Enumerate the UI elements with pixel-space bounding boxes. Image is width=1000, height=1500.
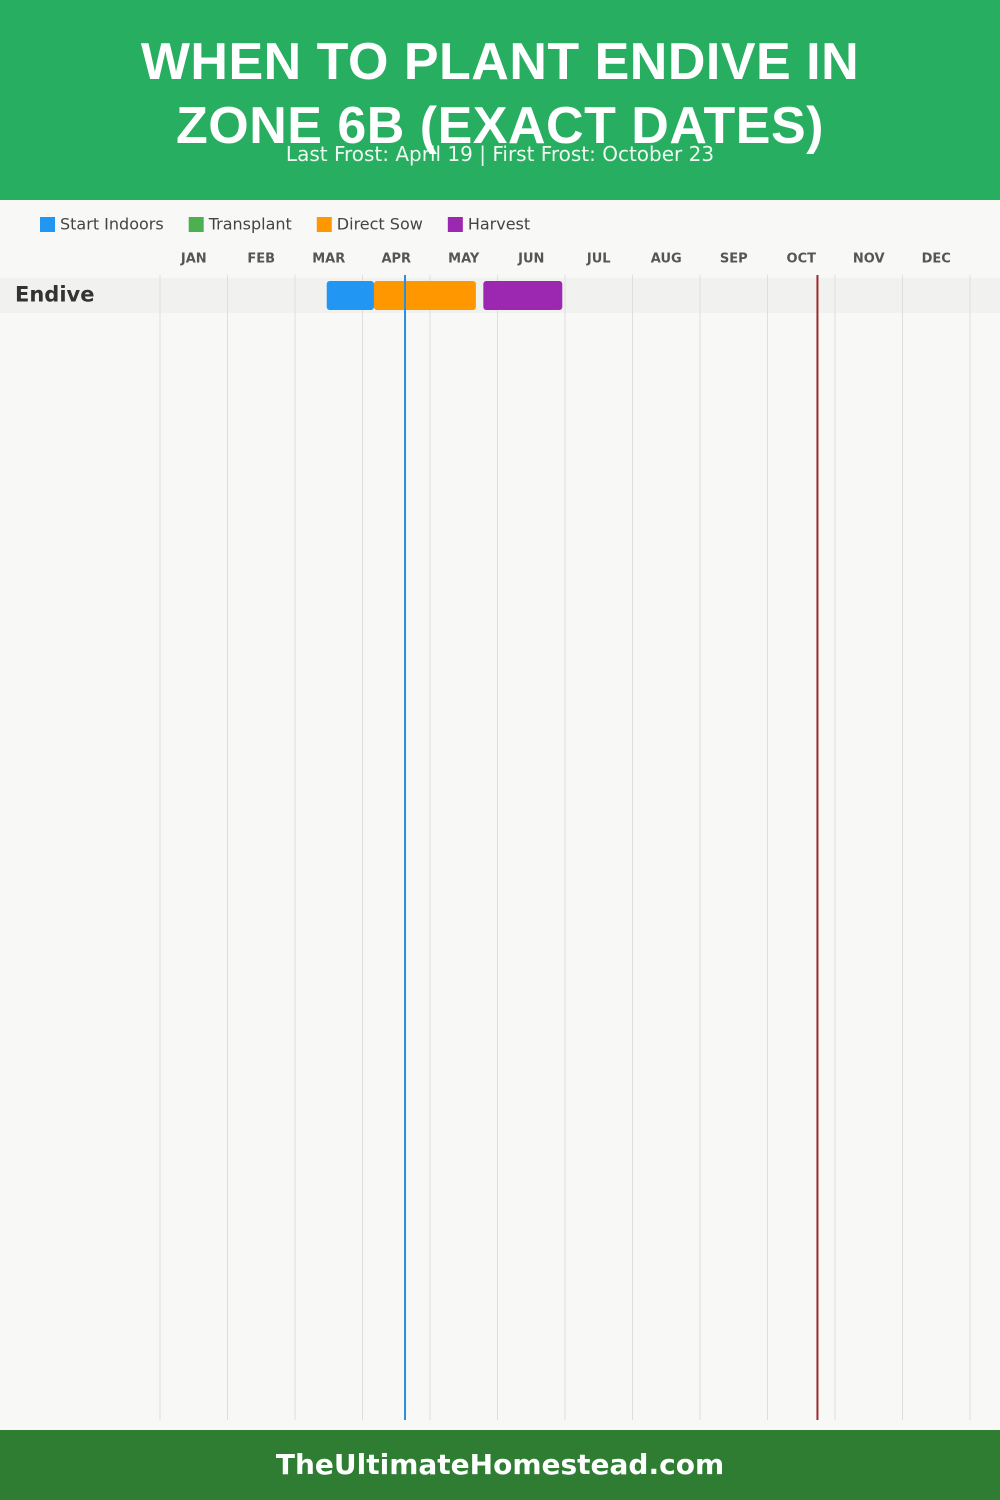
legend-label: Start Indoors: [60, 215, 164, 234]
legend-swatch: [447, 217, 463, 232]
header: WHEN TO PLANT ENDIVE IN ZONE 6B (EXACT D…: [0, 0, 1000, 200]
month-label: MAR: [312, 252, 345, 267]
month-label: AUG: [651, 252, 682, 267]
subtitle: Last Frost: April 19 | First Frost: Octo…: [285, 142, 715, 166]
month-label: JUL: [586, 252, 611, 267]
month-label: SEP: [720, 252, 748, 267]
bar: [326, 281, 374, 310]
title: WHEN TO PLANT ENDIVE IN ZONE 6B (EXACT D…: [140, 33, 860, 155]
legend-swatch: [40, 217, 55, 232]
legend-label: Harvest: [468, 215, 530, 234]
bar: [373, 281, 476, 310]
month-label: NOV: [853, 252, 885, 267]
month-label: JAN: [180, 252, 207, 267]
row-label: Endive: [15, 283, 94, 307]
legend-label: Direct Sow: [337, 215, 423, 234]
bar: [483, 281, 563, 310]
month-label: APR: [381, 252, 411, 267]
legend-label: Transplant: [208, 215, 292, 234]
legend-swatch: [316, 217, 332, 232]
month-label: JUN: [517, 252, 544, 267]
legend-swatch: [188, 217, 204, 232]
month-label: FEB: [247, 252, 275, 267]
chart: Start Indoors Transplant Direct Sow Harvest…: [0, 215, 1000, 1420]
month-label: MAY: [448, 252, 480, 267]
month-label: DEC: [922, 252, 951, 267]
month-label: OCT: [787, 252, 817, 267]
footer: TheUltimateHomestead.com: [0, 1430, 1000, 1500]
